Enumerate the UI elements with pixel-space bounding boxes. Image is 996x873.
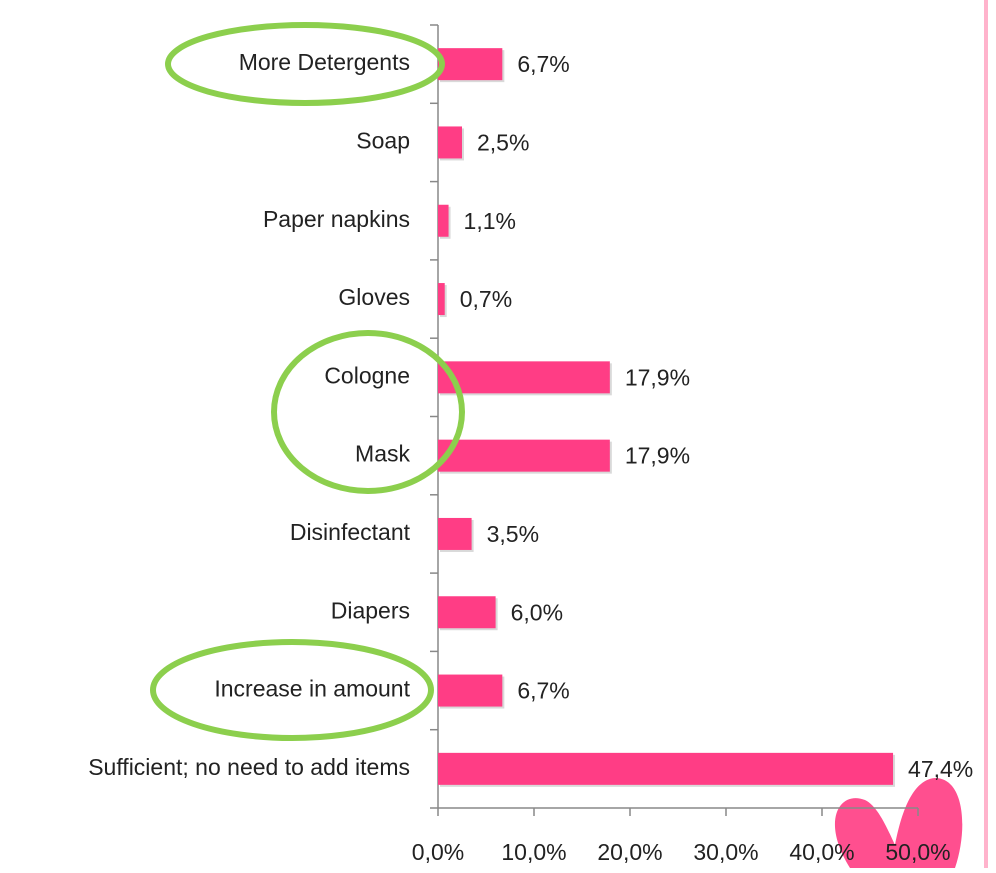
y-tick-label: Gloves: [338, 284, 410, 310]
y-tick-label: Diapers: [331, 597, 410, 623]
value-label: 0,7%: [460, 286, 512, 312]
chart: 0,0% 10,0% 20,0% 30,0% 40,0% 50,0% More Deterg…: [0, 0, 996, 868]
bar: [438, 596, 496, 628]
value-label: 3,5%: [487, 521, 539, 547]
value-label: 47,4%: [908, 756, 973, 782]
y-tick-label: Mask: [355, 441, 410, 467]
value-label: 17,9%: [625, 443, 690, 469]
value-label: 1,1%: [464, 208, 516, 234]
x-tick-label: 10,0%: [501, 839, 566, 865]
value-label: 6,0%: [511, 599, 563, 625]
bar: [438, 283, 445, 315]
x-tick-label: 50,0%: [885, 839, 950, 865]
bar: [438, 205, 449, 237]
y-tick-label: Soap: [356, 128, 410, 154]
x-tick-label: 0,0%: [412, 839, 464, 865]
y-tick-label: More Detergents: [239, 49, 410, 75]
y-tick-label: Paper napkins: [263, 206, 410, 232]
value-label: 17,9%: [625, 364, 690, 390]
value-label: 2,5%: [477, 130, 529, 156]
y-tick-label: Cologne: [324, 362, 410, 388]
bar: [438, 361, 610, 393]
value-label: 6,7%: [517, 678, 569, 704]
bar: [438, 48, 502, 80]
x-tick-label: 30,0%: [693, 839, 758, 865]
bar: [438, 675, 502, 707]
highlight-ellipse: [274, 333, 462, 491]
page: {"chart_data": {"type": "bar", "orientat…: [0, 0, 996, 868]
bar: [438, 753, 893, 785]
bar: [438, 518, 472, 550]
y-tick-label: Sufficient; no need to add items: [88, 754, 410, 780]
x-tick-label: 40,0%: [789, 839, 854, 865]
value-label: 6,7%: [517, 51, 569, 77]
bar: [438, 126, 462, 158]
y-tick-label: Disinfectant: [290, 519, 411, 545]
y-tick-label: Increase in amount: [214, 676, 410, 702]
x-tick-label: 20,0%: [597, 839, 662, 865]
bar: [438, 440, 610, 472]
